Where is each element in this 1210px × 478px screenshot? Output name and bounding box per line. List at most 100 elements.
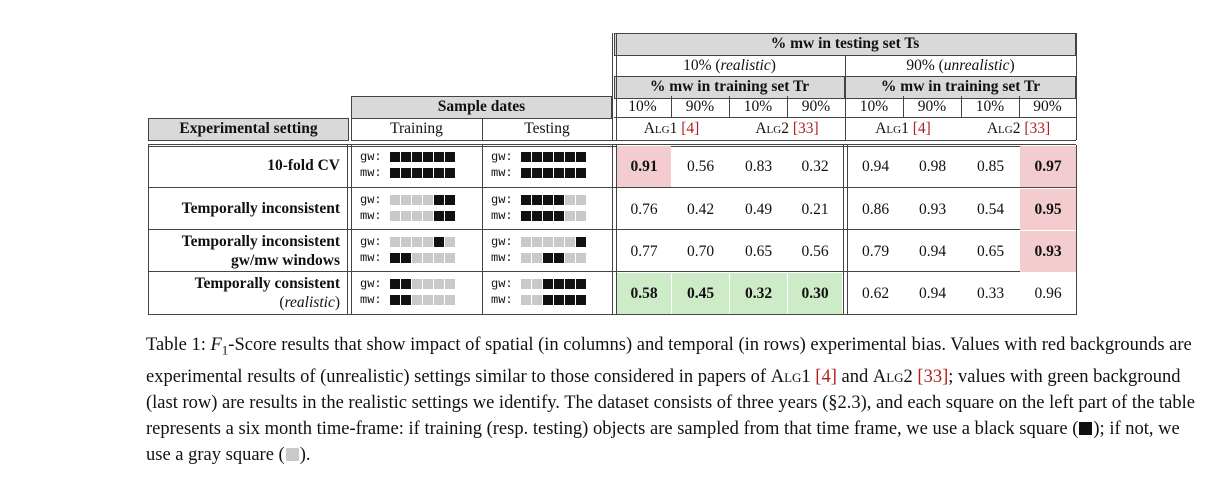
caption-lead: Table 1: — [146, 335, 211, 355]
row-label-line: 10-fold CV — [267, 157, 340, 174]
black-square-icon — [554, 195, 564, 205]
caption-alg1: Alg1 — [770, 366, 811, 387]
row-label-3: Temporally consistent (realistic) — [195, 274, 340, 312]
training-row-2-mw-line: mw: — [360, 250, 456, 266]
gray-square-icon — [521, 253, 531, 263]
caption-ref2[interactable]: [33] — [917, 366, 949, 387]
header-rule-3 — [616, 33, 617, 140]
testing-row-0-gw-line: gw: — [491, 149, 587, 165]
caption-text-4: ). — [299, 444, 311, 465]
black-square-icon — [434, 152, 444, 162]
training-row-1-gw-line: gw: — [360, 192, 456, 208]
gray-square-icon — [423, 253, 433, 263]
gray-square-icon — [445, 279, 455, 289]
row-label-0: 10-fold CV — [267, 156, 340, 175]
pct-header-3: 90% — [801, 98, 831, 115]
training-column-header: Training — [351, 119, 482, 139]
training-row-3-gw-tag: gw: — [360, 276, 382, 291]
black-square-icon — [445, 211, 455, 221]
row-label-line: gw/mw windows — [231, 252, 340, 269]
header-rule-10 — [1019, 96, 1020, 118]
training-row-1-mw-line: mw: — [360, 208, 456, 224]
training-set-header-left: % mw in training set Tr — [614, 76, 845, 99]
gray-square-icon — [532, 253, 542, 263]
value-cell: 0.79 — [861, 243, 890, 260]
split-unrealistic: 90% (unrealistic) — [845, 56, 1076, 76]
value-cell: 0.93 — [1020, 231, 1076, 272]
testing-row-0-gw-tag: gw: — [491, 149, 513, 164]
value-cell: 0.83 — [744, 158, 773, 175]
black-square-icon — [1079, 421, 1093, 435]
pct-header-6: 10% — [975, 98, 1005, 115]
body-vrule-3 — [482, 145, 483, 315]
row-label-line: Temporally consistent — [194, 275, 340, 292]
gray-square-icon — [565, 253, 575, 263]
row-label-1: Temporally inconsistent — [182, 199, 340, 218]
gray-square-icon — [565, 211, 575, 221]
gray-square-icon — [412, 295, 422, 305]
alg-ref[interactable]: [4] — [681, 120, 700, 137]
gray-square-icon — [543, 237, 553, 247]
sample-dates-text: Sample dates — [437, 98, 526, 115]
body-rule-0 — [148, 144, 1076, 145]
black-square-icon — [423, 152, 433, 162]
value-cell: 0.30 — [788, 273, 842, 314]
black-square-icon — [434, 237, 444, 247]
pct-header-5: 90% — [917, 98, 947, 115]
header-rule-4 — [671, 96, 672, 118]
black-square-icon — [401, 279, 411, 289]
alg-ref[interactable]: [33] — [1024, 120, 1051, 137]
black-square-icon — [543, 195, 553, 205]
black-square-icon — [390, 253, 400, 263]
black-square-icon — [565, 295, 575, 305]
testing-column-text: Testing — [524, 120, 570, 137]
gray-square-icon — [423, 211, 433, 221]
gray-square-icon — [423, 295, 433, 305]
gray-square-icon — [412, 253, 422, 263]
alg-ref[interactable]: [33] — [792, 120, 819, 137]
caption-alg2: Alg2 — [872, 366, 913, 387]
black-square-icon — [565, 168, 575, 178]
testing-row-1-schedule: gw: mw: — [491, 192, 587, 224]
caption-ref1[interactable]: [4] — [815, 366, 837, 387]
testing-set-header: % mw in testing set Ts — [614, 33, 1076, 56]
testing-row-2-mw-line: mw: — [491, 250, 587, 266]
header-rule-9 — [961, 96, 962, 118]
value-cell: 0.97 — [1020, 146, 1076, 187]
header-rule-2 — [612, 33, 613, 140]
alg-header-2: Alg1 [4] — [845, 119, 961, 139]
black-square-icon — [543, 253, 553, 263]
sample-dates-header: Sample dates — [351, 96, 612, 119]
gray-square-icon — [401, 195, 411, 205]
row-label-line: (realistic) — [279, 294, 340, 311]
split-close: ) — [770, 57, 776, 74]
pct-header-2: 10% — [743, 98, 773, 115]
gray-square-icon — [521, 295, 531, 305]
f1-symbol: F — [210, 335, 222, 355]
body-vrule-5 — [616, 145, 617, 315]
gray-square-icon — [412, 237, 422, 247]
testing-row-1-mw-line: mw: — [491, 208, 587, 224]
pct-header-0: 10% — [628, 98, 657, 115]
body-vrule-7 — [847, 145, 848, 315]
black-square-icon — [412, 152, 422, 162]
alg-name: Alg1 — [643, 120, 678, 137]
testing-row-2-gw-tag: gw: — [491, 234, 513, 249]
training-row-2-mw-tag: mw: — [360, 250, 382, 265]
black-square-icon — [532, 168, 542, 178]
body-vrule-2 — [351, 145, 352, 315]
alg-ref[interactable]: [4] — [912, 120, 931, 137]
row-label-line: Temporally inconsistent — [181, 233, 340, 250]
gray-square-icon — [554, 237, 564, 247]
rule — [351, 140, 1076, 141]
black-square-icon — [554, 211, 564, 221]
training-row-3-schedule: gw: mw: — [360, 276, 456, 308]
value-cell: 0.56 — [686, 158, 715, 175]
gray-square-icon — [423, 279, 433, 289]
training-set-header-right-text: % mw in training set Tr — [880, 78, 1041, 95]
body-vrule-6 — [843, 145, 844, 315]
value-cell: 0.65 — [976, 243, 1005, 260]
alg-header-1: Alg2 [33] — [729, 119, 845, 139]
caption-text-2: ; values with green background (last row… — [146, 366, 1195, 439]
training-row-1-schedule: gw: mw: — [360, 192, 456, 224]
